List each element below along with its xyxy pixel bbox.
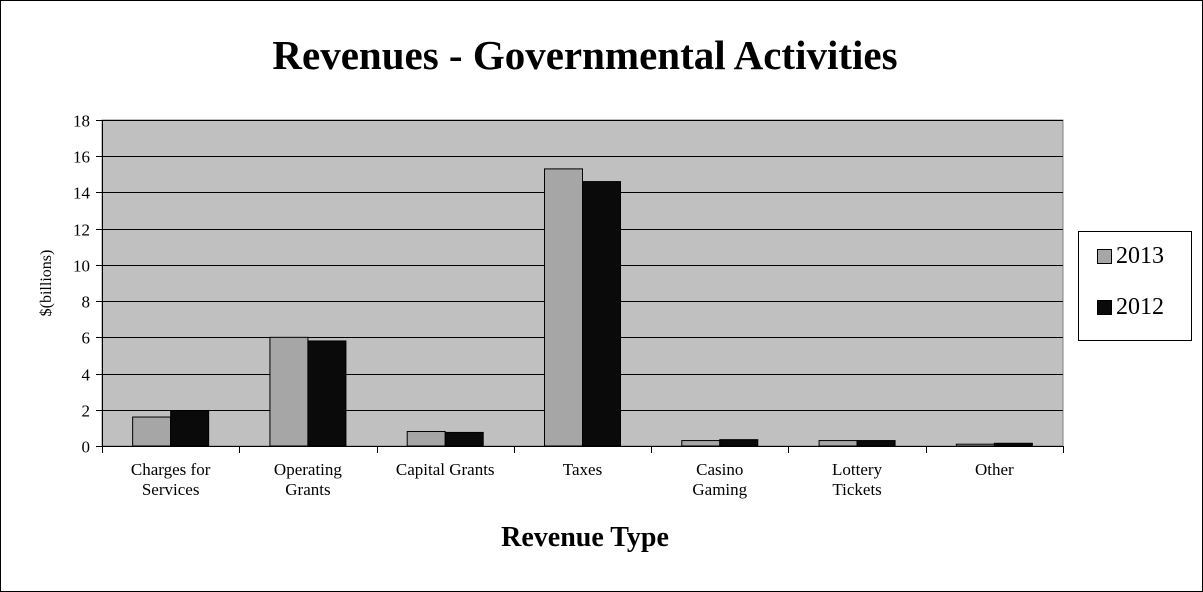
bar-series-2	[582, 181, 621, 447]
legend-label-series-2: 2012	[1116, 293, 1164, 320]
bar-series-1	[406, 431, 446, 447]
bar-series-1	[681, 440, 721, 447]
bar-series-1	[818, 440, 858, 447]
y-tick-label: 2	[82, 402, 91, 421]
x-axis-title: Revenue Type	[501, 522, 669, 553]
y-tick-label: 8	[82, 293, 91, 312]
bar-series-2	[170, 410, 210, 447]
x-tick-label: Capital Grants	[396, 460, 495, 479]
x-tick-label: Charges for Services	[131, 460, 211, 499]
bar-series-2	[856, 440, 896, 447]
bar-series-2	[993, 442, 1033, 447]
legend-swatch-series-2	[1097, 299, 1112, 315]
x-tick-label: Other	[975, 460, 1014, 479]
x-tick-label: Operating Grants	[274, 460, 342, 499]
legend-label-series-1: 2013	[1116, 242, 1164, 269]
bar-series-1	[955, 443, 995, 447]
x-tick-label: Taxes	[563, 460, 602, 479]
y-tick-label: 0	[82, 438, 91, 457]
bar-series-1	[269, 336, 309, 447]
x-tick-label: Lottery Tickets	[832, 460, 883, 499]
y-tick-label: 18	[73, 112, 90, 131]
chart-title: Revenues - Governmental Activities	[272, 32, 898, 78]
y-tick-label: 16	[73, 148, 90, 167]
y-tick-label: 14	[73, 184, 91, 203]
bar-series-1	[132, 416, 172, 447]
x-tick-label: Casino Gaming	[692, 460, 747, 499]
y-tick-label: 4	[82, 366, 91, 385]
bar-series-2	[307, 340, 347, 447]
y-tick-label: 12	[73, 221, 90, 240]
y-tick-label: 6	[82, 329, 91, 348]
bar-series-1	[544, 168, 583, 447]
legend: 2013 2012	[1078, 231, 1192, 341]
bar-series-2	[444, 431, 484, 447]
bar-series-2	[719, 439, 759, 447]
y-tick-label: 10	[73, 257, 90, 276]
legend-item-series-1: 2013	[1097, 242, 1164, 270]
legend-item-series-2: 2012	[1097, 293, 1164, 321]
legend-swatch-series-1	[1097, 248, 1112, 264]
